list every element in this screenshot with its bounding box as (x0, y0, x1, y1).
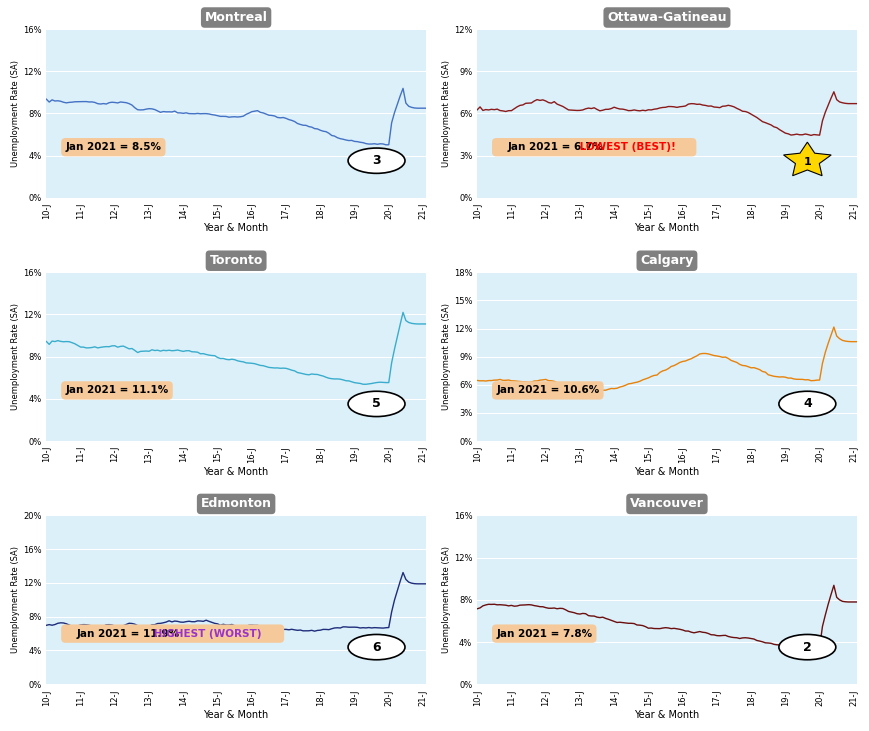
Text: Montreal: Montreal (204, 11, 268, 24)
Text: Jan 2021 = 8.5%: Jan 2021 = 8.5% (65, 143, 161, 152)
X-axis label: Year & Month: Year & Month (203, 710, 269, 720)
X-axis label: Year & Month: Year & Month (634, 224, 699, 233)
Y-axis label: Unemployment Rate (SA): Unemployment Rate (SA) (11, 546, 20, 654)
X-axis label: Year & Month: Year & Month (634, 466, 699, 477)
Text: Jan 2021 = 11.1%: Jan 2021 = 11.1% (65, 385, 169, 395)
Text: 2: 2 (802, 640, 811, 654)
Text: 3: 3 (372, 154, 381, 167)
Circle shape (778, 635, 835, 660)
Text: 5: 5 (372, 398, 381, 410)
Circle shape (778, 391, 835, 417)
Text: 6: 6 (372, 640, 381, 654)
Text: LOWEST (BEST)!: LOWEST (BEST)! (575, 143, 675, 152)
Text: HIGHEST (WORST): HIGHEST (WORST) (149, 629, 261, 639)
Text: Jan 2021 = 6.7%: Jan 2021 = 6.7% (507, 143, 603, 152)
Text: Vancouver: Vancouver (629, 497, 703, 510)
Y-axis label: Unemployment Rate (SA): Unemployment Rate (SA) (11, 303, 20, 410)
Text: Edmonton: Edmonton (201, 497, 271, 510)
Text: 1: 1 (803, 157, 810, 167)
Polygon shape (783, 142, 830, 175)
Y-axis label: Unemployment Rate (SA): Unemployment Rate (SA) (441, 60, 450, 167)
Text: Jan 2021 = 10.6%: Jan 2021 = 10.6% (495, 385, 599, 395)
Text: Calgary: Calgary (640, 254, 693, 268)
X-axis label: Year & Month: Year & Month (634, 710, 699, 720)
Text: Jan 2021 = 7.8%: Jan 2021 = 7.8% (495, 629, 592, 639)
Circle shape (348, 391, 405, 417)
X-axis label: Year & Month: Year & Month (203, 224, 269, 233)
Circle shape (348, 148, 405, 173)
Text: Toronto: Toronto (209, 254, 262, 268)
Text: 4: 4 (802, 398, 811, 410)
Text: Jan 2021 = 11.9%: Jan 2021 = 11.9% (76, 629, 180, 639)
Text: Jan 2021 = 11.9% HIGHEST (WORST): Jan 2021 = 11.9% HIGHEST (WORST) (65, 629, 280, 639)
Text: Jan 2021 = 6.7% LOWEST (BEST)!: Jan 2021 = 6.7% LOWEST (BEST)! (495, 143, 692, 152)
Y-axis label: Unemployment Rate (SA): Unemployment Rate (SA) (441, 303, 450, 410)
Y-axis label: Unemployment Rate (SA): Unemployment Rate (SA) (441, 546, 450, 654)
Circle shape (348, 635, 405, 660)
Text: Ottawa-Gatineau: Ottawa-Gatineau (607, 11, 726, 24)
X-axis label: Year & Month: Year & Month (203, 466, 269, 477)
Y-axis label: Unemployment Rate (SA): Unemployment Rate (SA) (11, 60, 20, 167)
